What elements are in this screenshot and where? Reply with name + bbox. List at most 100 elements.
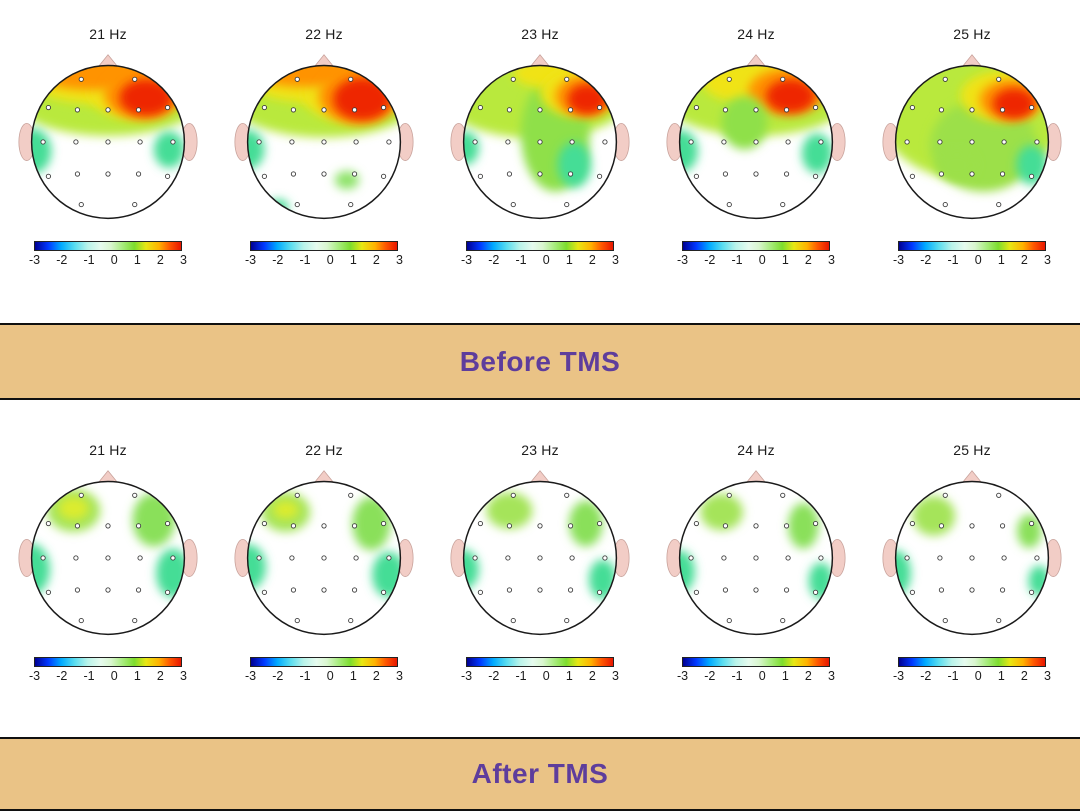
colorbar-tick-label: -2 xyxy=(704,253,716,267)
electrode-dot xyxy=(909,104,916,111)
electrode-dot xyxy=(290,523,297,529)
electrode-dot xyxy=(132,492,138,498)
electrode-dot xyxy=(909,520,916,527)
colorbar-tick-label: -3 xyxy=(245,669,257,683)
colorbar-tick-label: -1 xyxy=(947,669,959,683)
electrode-dot xyxy=(261,589,268,595)
colorbar xyxy=(250,241,398,251)
colorbar xyxy=(34,657,182,667)
electrode-dot xyxy=(289,139,295,145)
before-tms-row: 21 Hz -3 -2 -1 0 1 2 3 22 Hz -3 -2 -1 0 1 2 3 23 Hz -3 -2-… xyxy=(0,0,1080,323)
electrode-dot xyxy=(969,107,975,113)
frequency-label: 23 Hz xyxy=(521,442,559,458)
electrode-dot xyxy=(132,201,138,208)
colorbar-tick-label: -1 xyxy=(515,669,527,683)
colorbar-tick-label: -3 xyxy=(893,669,905,683)
electrode-dot xyxy=(537,523,543,529)
electrode-dot xyxy=(105,555,111,561)
electrode-dot xyxy=(999,171,1006,177)
heat-blob xyxy=(680,129,698,173)
electrode-dot xyxy=(506,587,513,593)
topomap-head-svg xyxy=(450,470,630,636)
electrode-dot xyxy=(261,104,268,111)
electrode-dot xyxy=(506,107,513,113)
topomap-head-svg xyxy=(666,470,846,636)
electrode-dot xyxy=(164,520,171,527)
electrode-dot xyxy=(537,171,543,177)
colorbar-tick-label: 3 xyxy=(827,669,835,683)
electrode-dot xyxy=(290,171,297,177)
colorbar-tick-label: 2 xyxy=(804,669,812,683)
frequency-label: 24 Hz xyxy=(737,26,775,42)
heat-blob xyxy=(937,149,976,181)
electrode-dot xyxy=(537,555,543,561)
electrode-dot xyxy=(321,107,327,113)
topomap-head-svg xyxy=(882,54,1062,220)
heat-blob xyxy=(132,493,176,547)
electrode-dot xyxy=(567,523,574,529)
electrode-dot xyxy=(289,555,295,561)
electrode-dot xyxy=(348,201,354,208)
electrode-dot xyxy=(780,201,786,208)
electrode-dot xyxy=(261,173,268,179)
head-outline xyxy=(678,480,834,636)
head-outline xyxy=(246,480,402,636)
electrode-dot xyxy=(170,555,176,561)
electrode-dot xyxy=(567,587,574,593)
electrode-dot xyxy=(105,523,111,529)
electrode-dot xyxy=(386,139,392,145)
electrode-dot xyxy=(105,139,111,145)
heat-blob xyxy=(333,77,392,121)
colorbar-tick-label: 0 xyxy=(758,669,766,683)
electrode-dot xyxy=(290,107,297,113)
colorbar-tick-label: 3 xyxy=(395,253,403,267)
electrode-dot xyxy=(1034,555,1040,561)
electrode-dot xyxy=(942,201,948,208)
heat-blob xyxy=(464,549,479,590)
electrode-dot xyxy=(506,523,513,529)
electrode-dot xyxy=(942,492,948,498)
colorbar xyxy=(682,241,830,251)
colorbar-tick-label: 3 xyxy=(1043,253,1051,267)
colorbar-tick-label: 0 xyxy=(758,253,766,267)
topomap-panel-after-25-hz: 25 Hz -3 -2 -1 0 1 2 3 xyxy=(869,442,1075,737)
heat-blob xyxy=(569,500,603,547)
heat-blob xyxy=(765,79,815,113)
colorbar-tick-label: 1 xyxy=(781,669,789,683)
electrode-dot xyxy=(999,523,1006,529)
colorbar-tick-label: -1 xyxy=(83,669,95,683)
topomap-head-svg xyxy=(234,54,414,220)
electrode-dot xyxy=(386,555,392,561)
electrode-dot xyxy=(569,139,575,145)
electrode-dot xyxy=(996,617,1002,624)
electrode-dot xyxy=(1001,555,1007,561)
head-outline xyxy=(462,480,618,636)
electrode-dot xyxy=(321,555,327,561)
electrode-dot xyxy=(351,523,358,529)
electrode-dot xyxy=(348,617,354,624)
electrode-dot xyxy=(78,201,84,208)
heat-blob xyxy=(912,496,956,536)
electrode-dot xyxy=(938,107,945,113)
frequency-label: 21 Hz xyxy=(89,26,127,42)
heat-blob xyxy=(486,492,533,529)
electrode-dot xyxy=(783,587,790,593)
banner-label-after: After TMS xyxy=(471,758,609,789)
electrode-dot xyxy=(942,76,948,82)
topomap-panel-before-21-hz: 21 Hz -3 -2 -1 0 1 2 3 xyxy=(5,26,211,323)
colorbar-tick-label: 3 xyxy=(611,669,619,683)
electrode-dot xyxy=(537,107,543,113)
colorbar-tick-label: 2 xyxy=(372,253,380,267)
colorbar-tick-label: -2 xyxy=(488,253,500,267)
electrode-dot xyxy=(1028,520,1035,527)
electrode-dot xyxy=(567,107,574,113)
electrode-dot xyxy=(564,492,570,498)
electrode-dot xyxy=(721,555,727,561)
heat-blob xyxy=(58,496,89,520)
head-outline xyxy=(894,64,1050,220)
heat-blob xyxy=(567,83,608,115)
electrode-dot xyxy=(969,523,975,529)
electrode-dot xyxy=(135,107,142,113)
topomap-panel-after-21-hz: 21 Hz -3 -2 -1 0 1 2 3 xyxy=(5,442,211,737)
colorbar-ticks: -3 -2 -1 0 1 2 3 xyxy=(893,669,1051,683)
